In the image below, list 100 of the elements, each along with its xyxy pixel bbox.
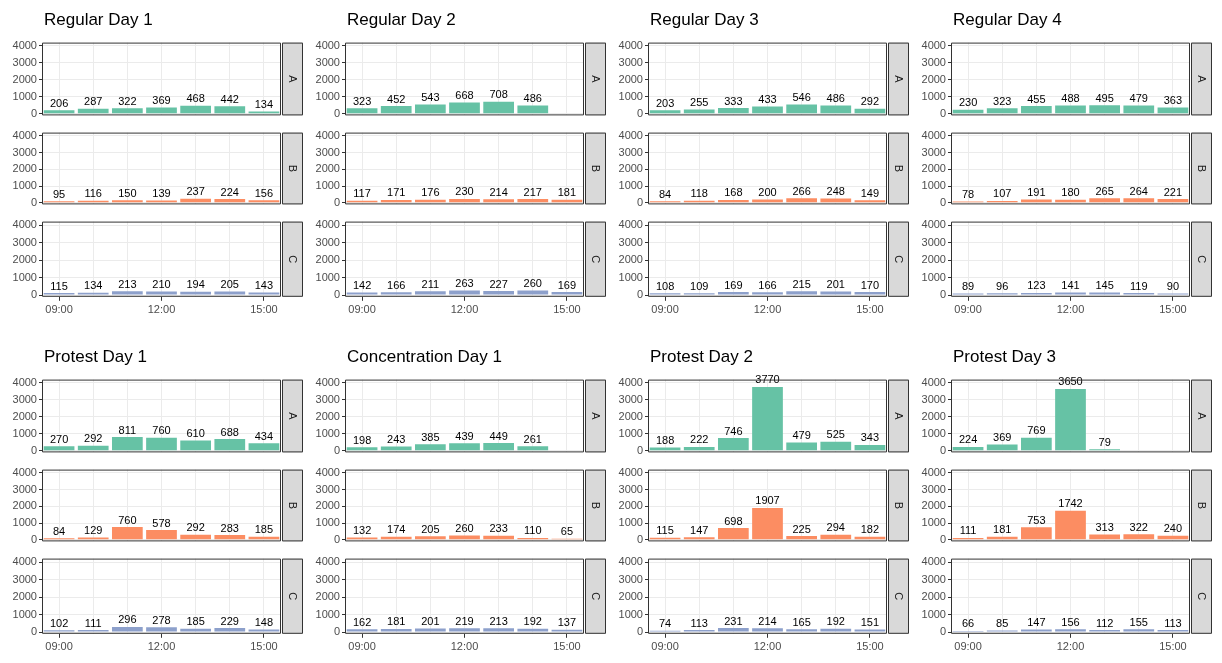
data-label: 84 xyxy=(52,524,66,537)
bar xyxy=(1055,510,1086,540)
y2-axis-title: B xyxy=(590,501,603,510)
data-label: 201 xyxy=(421,615,440,628)
data-label: 578 xyxy=(152,516,171,529)
data-label: 753 xyxy=(1027,513,1046,526)
data-label: 385 xyxy=(421,430,440,443)
y-tick-label: 2000 xyxy=(921,590,946,603)
data-label: 171 xyxy=(387,186,406,199)
data-label: 191 xyxy=(1027,186,1046,199)
y-tick-label: 3000 xyxy=(618,145,643,158)
y-tick-label: 0 xyxy=(636,532,643,545)
y-tick-label: 0 xyxy=(636,106,643,119)
data-label: 89 xyxy=(961,280,975,293)
data-label: 166 xyxy=(387,278,406,291)
data-label: 185 xyxy=(254,523,274,536)
y-tick-label: 2000 xyxy=(315,590,340,603)
data-label: 369 xyxy=(993,430,1012,443)
x-tick-label: 12:00 xyxy=(753,303,782,316)
data-label: 266 xyxy=(792,184,811,197)
y-tick-label: 0 xyxy=(30,106,37,119)
x-tick-label: 12:00 xyxy=(147,303,176,316)
y2-axis-title: A xyxy=(1196,412,1209,421)
data-label: 147 xyxy=(1027,616,1046,629)
chart-title: Regular Day 4 xyxy=(952,9,1063,31)
bar xyxy=(111,527,143,540)
data-label: 90 xyxy=(1166,280,1180,293)
data-label: 112 xyxy=(1095,616,1114,629)
y-tick-label: 1000 xyxy=(12,89,37,102)
y-tick-label: 3000 xyxy=(315,145,340,158)
y-tick-label: 1000 xyxy=(618,89,643,102)
data-label: 468 xyxy=(186,92,205,105)
y-tick-label: 1000 xyxy=(12,607,37,620)
data-label: 495 xyxy=(1095,91,1114,104)
data-label: 240 xyxy=(1163,522,1183,535)
y-tick-label: 4000 xyxy=(921,39,946,52)
chart-title: Concentration Day 1 xyxy=(346,346,503,368)
data-label: 210 xyxy=(152,277,171,290)
bar xyxy=(752,386,783,451)
data-label: 156 xyxy=(1061,615,1080,628)
y-tick-label: 1000 xyxy=(618,516,643,529)
y-tick-label: 0 xyxy=(939,195,946,208)
y-tick-label: 1000 xyxy=(921,516,946,529)
y-tick-label: 4000 xyxy=(618,218,643,231)
data-label: 313 xyxy=(1095,521,1114,534)
data-label: 65 xyxy=(560,525,574,538)
data-label: 169 xyxy=(724,278,743,291)
data-label: 192 xyxy=(826,615,845,628)
y2-axis-title: B xyxy=(893,164,906,173)
y-tick-label: 0 xyxy=(333,532,340,545)
y-tick-label: 2000 xyxy=(618,253,643,266)
data-label: 221 xyxy=(1163,185,1183,198)
y-tick-label: 1000 xyxy=(315,426,340,439)
chart-title: Protest Day 1 xyxy=(43,346,148,368)
x-tick-label: 15:00 xyxy=(856,303,884,316)
bar xyxy=(820,534,852,540)
y-tick-label: 3000 xyxy=(315,235,340,248)
bar xyxy=(214,535,246,540)
y2-axis-title: B xyxy=(1196,501,1209,510)
y-tick-label: 1000 xyxy=(618,607,643,620)
y-tick-label: 0 xyxy=(30,532,37,545)
data-label: 237 xyxy=(186,185,205,198)
y-tick-label: 2000 xyxy=(315,162,340,175)
data-label: 746 xyxy=(724,424,743,437)
y-tick-label: 3000 xyxy=(618,55,643,68)
data-label: 180 xyxy=(1061,186,1080,199)
y-tick-label: 4000 xyxy=(921,376,946,389)
y-tick-label: 4000 xyxy=(921,218,946,231)
data-label: 206 xyxy=(49,96,69,109)
data-label: 141 xyxy=(1061,279,1080,292)
y-tick-label: 3000 xyxy=(315,572,340,585)
bar xyxy=(449,102,480,114)
x-tick-label: 12:00 xyxy=(753,640,782,653)
y-tick-label: 4000 xyxy=(618,376,643,389)
y2-axis-title: A xyxy=(1196,75,1209,84)
y-tick-label: 3000 xyxy=(618,392,643,405)
y-tick-label: 3000 xyxy=(315,392,340,405)
data-label: 292 xyxy=(860,95,880,108)
data-label: 170 xyxy=(860,278,880,291)
data-label: 139 xyxy=(152,186,171,199)
y-tick-label: 2000 xyxy=(315,499,340,512)
data-label: 118 xyxy=(690,187,708,200)
data-label: 200 xyxy=(758,185,777,198)
y2-axis-title: A xyxy=(893,75,906,84)
data-label: 230 xyxy=(455,185,474,198)
data-label: 760 xyxy=(118,513,137,526)
data-label: 698 xyxy=(724,514,743,527)
y2-axis-title: A xyxy=(590,75,603,84)
y2-axis-title: B xyxy=(893,501,906,510)
y2-axis-title: C xyxy=(590,255,603,264)
data-label: 243 xyxy=(387,433,406,446)
y-tick-label: 0 xyxy=(333,625,340,638)
data-label: 283 xyxy=(220,521,239,534)
y-tick-label: 1000 xyxy=(12,516,37,529)
x-tick-label: 09:00 xyxy=(651,640,679,653)
bar xyxy=(786,535,818,540)
y-tick-label: 2000 xyxy=(12,253,37,266)
data-label: 219 xyxy=(455,614,474,627)
y-tick-label: 1000 xyxy=(921,607,946,620)
y2-axis-title: B xyxy=(287,501,300,510)
